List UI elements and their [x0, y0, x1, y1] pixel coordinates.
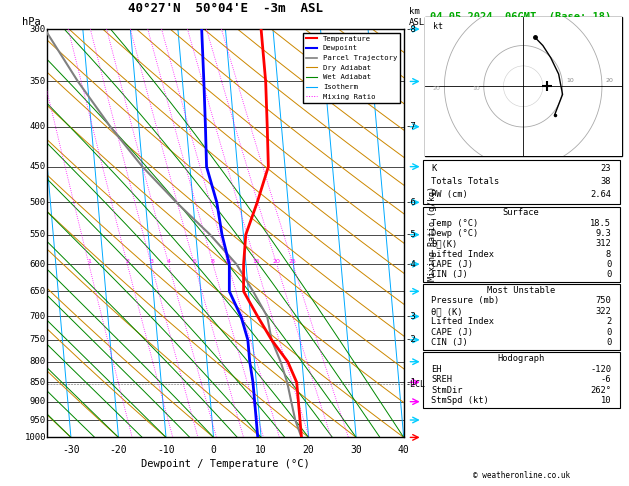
Text: 600: 600	[30, 260, 46, 269]
Text: 10: 10	[224, 259, 232, 264]
Text: -6: -6	[406, 198, 416, 207]
Text: -30: -30	[62, 445, 80, 455]
Text: 40: 40	[398, 445, 409, 455]
Text: 9.3: 9.3	[596, 229, 611, 238]
Text: Pressure (mb): Pressure (mb)	[431, 296, 499, 306]
Text: 40°27'N  50°04'E  -3m  ASL: 40°27'N 50°04'E -3m ASL	[128, 1, 323, 15]
Text: 0: 0	[606, 260, 611, 269]
Text: 1000: 1000	[25, 433, 46, 442]
Text: Surface: Surface	[503, 208, 540, 217]
Text: Lifted Index: Lifted Index	[431, 317, 494, 326]
Text: 0: 0	[606, 328, 611, 337]
Text: -1: -1	[406, 378, 416, 387]
Text: 850: 850	[30, 378, 46, 387]
Text: 1: 1	[87, 259, 91, 264]
Text: 750: 750	[30, 335, 46, 345]
Text: CIN (J): CIN (J)	[431, 338, 468, 347]
Text: 312: 312	[596, 239, 611, 248]
Text: -LCL: -LCL	[406, 380, 426, 389]
Text: Mixing Ratio (g/kg): Mixing Ratio (g/kg)	[428, 186, 437, 281]
Text: K: K	[431, 164, 436, 173]
Text: 650: 650	[30, 287, 46, 296]
Text: -3: -3	[406, 312, 416, 321]
FancyBboxPatch shape	[423, 207, 620, 282]
Text: Most Unstable: Most Unstable	[487, 286, 555, 295]
FancyBboxPatch shape	[423, 160, 620, 204]
Text: 322: 322	[596, 307, 611, 316]
Text: EH: EH	[431, 364, 442, 374]
Text: 700: 700	[30, 312, 46, 321]
Text: 2: 2	[606, 317, 611, 326]
Text: 18.5: 18.5	[590, 219, 611, 227]
Text: 800: 800	[30, 357, 46, 366]
Text: 15: 15	[252, 259, 260, 264]
Text: 0: 0	[606, 270, 611, 279]
Text: 500: 500	[30, 198, 46, 207]
Text: 950: 950	[30, 416, 46, 424]
Text: 0: 0	[211, 445, 216, 455]
Text: Lifted Index: Lifted Index	[431, 249, 494, 259]
Text: -8: -8	[406, 25, 416, 34]
Text: -4: -4	[406, 260, 416, 269]
Text: Temp (°C): Temp (°C)	[431, 219, 478, 227]
Text: SREH: SREH	[431, 375, 452, 384]
Text: 8: 8	[606, 249, 611, 259]
Text: -10: -10	[157, 445, 175, 455]
Text: Dewp (°C): Dewp (°C)	[431, 229, 478, 238]
Text: -5: -5	[406, 230, 416, 239]
Text: PW (cm): PW (cm)	[431, 191, 468, 199]
Text: 0: 0	[606, 338, 611, 347]
Text: θᴄ (K): θᴄ (K)	[431, 307, 462, 316]
Legend: Temperature, Dewpoint, Parcel Trajectory, Dry Adiabat, Wet Adiabat, Isotherm, Mi: Temperature, Dewpoint, Parcel Trajectory…	[303, 33, 400, 103]
Text: 400: 400	[30, 122, 46, 131]
Text: 8: 8	[211, 259, 215, 264]
Text: 750: 750	[596, 296, 611, 306]
Text: 23: 23	[601, 164, 611, 173]
Text: θᴄ(K): θᴄ(K)	[431, 239, 457, 248]
Text: 30: 30	[350, 445, 362, 455]
Text: -20: -20	[109, 445, 127, 455]
Text: © weatheronline.co.uk: © weatheronline.co.uk	[472, 471, 570, 480]
Text: 10: 10	[255, 445, 267, 455]
Text: 2: 2	[125, 259, 130, 264]
Text: StmDir: StmDir	[431, 386, 462, 395]
Text: 450: 450	[30, 162, 46, 171]
Text: 38: 38	[601, 177, 611, 186]
Text: 262°: 262°	[590, 386, 611, 395]
FancyBboxPatch shape	[423, 284, 620, 350]
Text: 350: 350	[30, 77, 46, 86]
Text: 20: 20	[303, 445, 314, 455]
Text: 300: 300	[30, 25, 46, 34]
Text: 4: 4	[167, 259, 170, 264]
Text: 2.64: 2.64	[590, 191, 611, 199]
Text: CAPE (J): CAPE (J)	[431, 328, 473, 337]
Text: hPa: hPa	[22, 17, 41, 27]
Text: 550: 550	[30, 230, 46, 239]
FancyBboxPatch shape	[425, 17, 621, 156]
Text: CAPE (J): CAPE (J)	[431, 260, 473, 269]
Text: Dewpoint / Temperature (°C): Dewpoint / Temperature (°C)	[141, 459, 310, 469]
Text: 25: 25	[289, 259, 297, 264]
Text: Hodograph: Hodograph	[498, 354, 545, 363]
Text: -2: -2	[406, 335, 416, 345]
Text: -120: -120	[590, 364, 611, 374]
Text: -7: -7	[406, 122, 416, 131]
FancyBboxPatch shape	[423, 352, 620, 408]
Text: 04.05.2024  06GMT  (Base: 18): 04.05.2024 06GMT (Base: 18)	[430, 12, 611, 22]
Text: km
ASL: km ASL	[409, 7, 425, 27]
Text: Totals Totals: Totals Totals	[431, 177, 499, 186]
Text: 3: 3	[149, 259, 153, 264]
Text: CIN (J): CIN (J)	[431, 270, 468, 279]
Text: StmSpd (kt): StmSpd (kt)	[431, 397, 489, 405]
Text: 900: 900	[30, 397, 46, 406]
Text: 6: 6	[192, 259, 196, 264]
Text: -6: -6	[601, 375, 611, 384]
Text: 20: 20	[272, 259, 281, 264]
Text: 10: 10	[601, 397, 611, 405]
